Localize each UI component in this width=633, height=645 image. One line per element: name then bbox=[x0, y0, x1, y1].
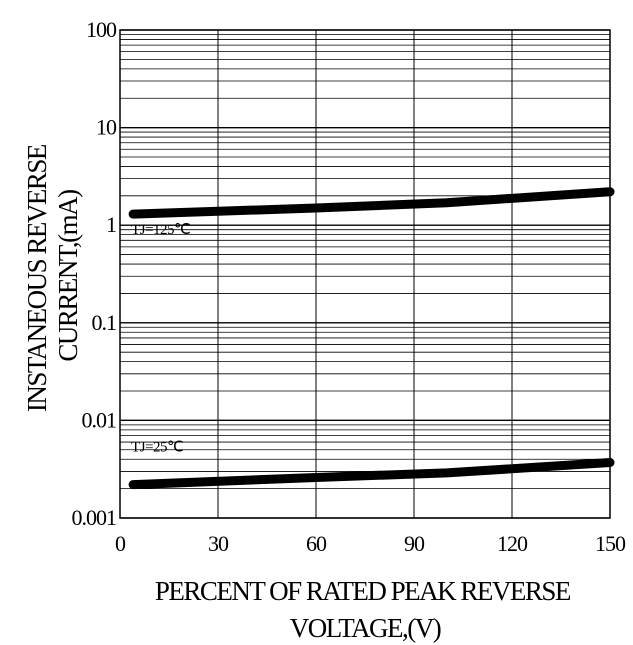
x-tick-label: 30 bbox=[208, 531, 229, 556]
x-tick-label: 0 bbox=[115, 531, 126, 556]
x-axis-title-line-2: VOLTAGE,(V) bbox=[290, 613, 441, 643]
y-tick-label: 100 bbox=[86, 17, 117, 42]
series-label-1: TJ=25℃ bbox=[131, 440, 183, 456]
x-tick-labels: 0 30 60 90 120 150 bbox=[115, 531, 627, 556]
x-tick-label: 60 bbox=[306, 531, 327, 556]
series-annotations: TJ=125℃ TJ=25℃ bbox=[131, 222, 191, 456]
x-axis-title: PERCENT OF RATED PEAK REVERSE VOLTAGE,(V… bbox=[155, 576, 575, 643]
y-tick-label: 0.01 bbox=[82, 407, 117, 432]
series-layer bbox=[128, 187, 615, 490]
x-tick-label: 120 bbox=[497, 531, 528, 556]
plot-grid bbox=[119, 29, 611, 519]
series-line-1 bbox=[128, 458, 615, 490]
y-tick-label: 10 bbox=[96, 115, 117, 140]
y-tick-label: 0.001 bbox=[72, 505, 117, 530]
y-axis-title: INSTANEOUS REVERSE CURRENT,(mA) bbox=[22, 140, 83, 412]
y-tick-label: 1 bbox=[106, 212, 116, 237]
y-tick-label: 0.1 bbox=[92, 310, 117, 335]
x-tick-label: 150 bbox=[595, 531, 626, 556]
series-line-0 bbox=[128, 187, 615, 219]
x-tick-label: 90 bbox=[404, 531, 425, 556]
x-axis-title-line-1: PERCENT OF RATED PEAK REVERSE bbox=[155, 576, 571, 606]
series-label-0: TJ=125℃ bbox=[131, 222, 190, 238]
y-axis-title-line-1: INSTANEOUS REVERSE bbox=[22, 144, 52, 412]
y-tick-labels: 100 10 1 0.1 0.01 0.001 bbox=[72, 17, 119, 530]
plot-frame bbox=[119, 29, 611, 519]
y-axis-title-line-2: CURRENT,(mA) bbox=[53, 190, 83, 362]
